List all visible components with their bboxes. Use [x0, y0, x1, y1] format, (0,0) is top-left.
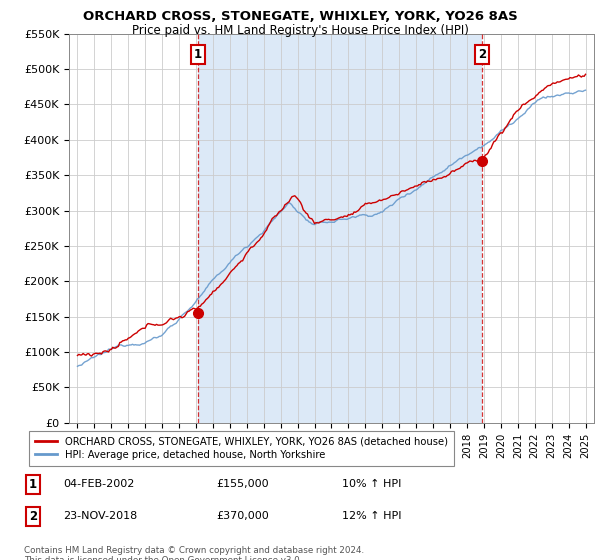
Legend: ORCHARD CROSS, STONEGATE, WHIXLEY, YORK, YO26 8AS (detached house), HPI: Average: ORCHARD CROSS, STONEGATE, WHIXLEY, YORK,… — [29, 431, 454, 466]
Text: £370,000: £370,000 — [216, 511, 269, 521]
Text: 2: 2 — [478, 48, 486, 62]
Text: Price paid vs. HM Land Registry's House Price Index (HPI): Price paid vs. HM Land Registry's House … — [131, 24, 469, 36]
Text: 23-NOV-2018: 23-NOV-2018 — [63, 511, 137, 521]
Text: Contains HM Land Registry data © Crown copyright and database right 2024.
This d: Contains HM Land Registry data © Crown c… — [24, 546, 364, 560]
Text: 10% ↑ HPI: 10% ↑ HPI — [342, 479, 401, 489]
Text: 1: 1 — [29, 478, 37, 491]
Text: 12% ↑ HPI: 12% ↑ HPI — [342, 511, 401, 521]
Text: £155,000: £155,000 — [216, 479, 269, 489]
Text: ORCHARD CROSS, STONEGATE, WHIXLEY, YORK, YO26 8AS: ORCHARD CROSS, STONEGATE, WHIXLEY, YORK,… — [83, 10, 517, 23]
Text: 1: 1 — [194, 48, 202, 62]
Text: 2: 2 — [29, 510, 37, 523]
Text: 04-FEB-2002: 04-FEB-2002 — [63, 479, 134, 489]
Bar — [198, 34, 482, 423]
